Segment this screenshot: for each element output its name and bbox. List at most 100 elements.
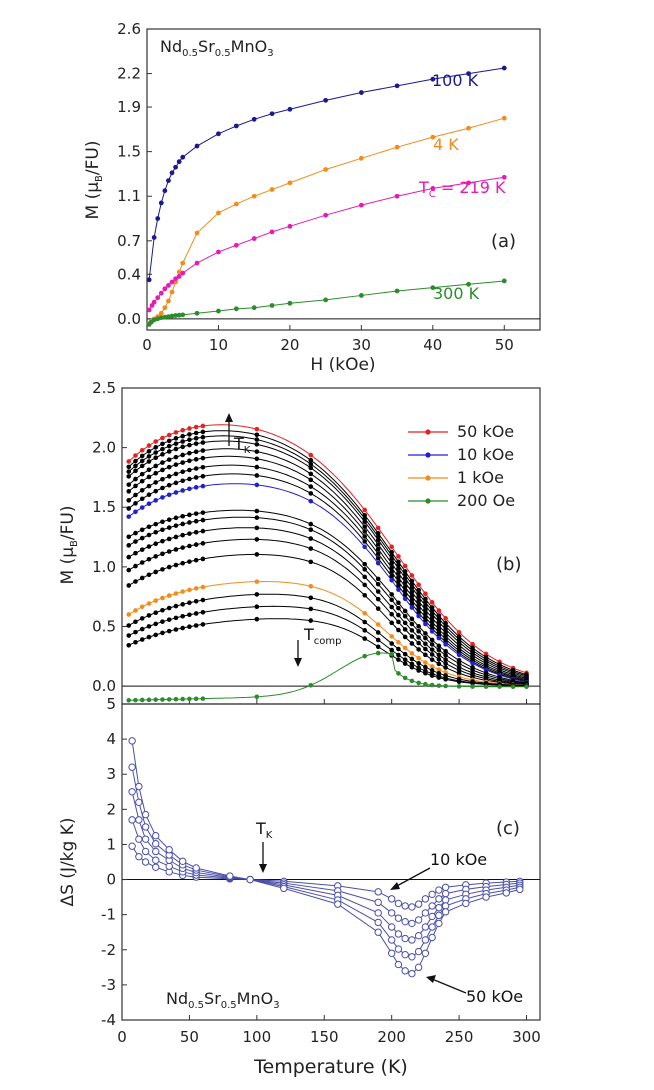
b-point	[416, 629, 421, 634]
c-xtick-label: 100	[243, 1028, 272, 1046]
b-point	[166, 564, 172, 570]
a-point	[394, 83, 400, 89]
panel-a-xlabel: H (kOe)	[310, 355, 375, 375]
b-point	[389, 573, 394, 579]
a-point	[162, 286, 168, 292]
b-point	[429, 611, 435, 617]
c-point	[387, 949, 396, 957]
c-point	[128, 763, 136, 771]
b-point	[193, 599, 199, 604]
b-point	[375, 560, 381, 566]
c-point	[408, 936, 416, 944]
b-point	[396, 579, 401, 584]
c-ytick-label: -2	[101, 941, 116, 959]
c-point	[374, 909, 382, 917]
b-point	[146, 454, 152, 459]
b-point	[166, 593, 172, 598]
b-point	[416, 606, 421, 612]
b-point	[126, 642, 132, 648]
c-xtick-label: 200	[377, 1028, 406, 1046]
b-point	[200, 622, 206, 627]
c-point	[408, 969, 416, 978]
b-point	[153, 529, 159, 535]
a-point	[216, 308, 221, 314]
b-point	[429, 664, 435, 669]
c-point	[414, 916, 423, 924]
b-point	[375, 525, 381, 531]
b-point	[180, 460, 185, 465]
c-point	[401, 967, 409, 975]
b-point	[187, 458, 192, 464]
b-point	[180, 696, 185, 702]
c-point	[135, 853, 143, 861]
b-point	[126, 474, 132, 479]
b-point	[146, 474, 152, 480]
c-point	[394, 914, 403, 922]
b-point	[133, 639, 138, 645]
b-point	[146, 572, 152, 578]
b-point	[200, 423, 206, 429]
b-point	[456, 652, 462, 658]
b-point	[362, 610, 368, 616]
c-point	[374, 928, 382, 936]
b-point	[193, 542, 199, 547]
a-point	[394, 144, 400, 150]
b-point	[429, 637, 435, 643]
b-point	[200, 455, 206, 461]
a-point	[287, 106, 293, 112]
b-point	[456, 657, 462, 663]
b-point	[187, 437, 192, 443]
b-point	[180, 439, 185, 444]
b-point	[133, 476, 138, 482]
panel-a-label: (a)	[491, 231, 516, 252]
b-point	[436, 667, 442, 672]
a-point	[287, 180, 293, 186]
b-point	[470, 684, 475, 689]
b-series-line	[128, 553, 527, 686]
b-point	[436, 626, 442, 632]
b-point	[436, 647, 442, 653]
b-point	[153, 463, 159, 469]
b-point	[187, 442, 192, 448]
b-point	[429, 629, 435, 634]
c-point	[226, 872, 234, 880]
b-point	[126, 506, 132, 511]
b-point	[133, 563, 138, 569]
a-point	[169, 170, 175, 176]
b-point	[423, 591, 428, 597]
a-point	[358, 202, 364, 208]
a-point	[176, 159, 182, 165]
a-point	[251, 116, 257, 122]
a-point	[166, 314, 171, 320]
panel-b: 0.0 0.5 1.0 1.5 2.0 2.5 50 kOe 10 kOe 1 kOe 200 …	[58, 379, 541, 705]
c-point	[152, 831, 160, 840]
b-point	[375, 622, 381, 627]
b-point	[362, 561, 368, 567]
c-point	[408, 919, 416, 928]
b-point	[308, 461, 314, 467]
b-point	[436, 675, 442, 680]
c-point	[401, 934, 409, 943]
a-ytick-label: 2.2	[117, 65, 141, 83]
b-point	[166, 457, 172, 462]
b-point	[146, 492, 152, 498]
b-point	[416, 594, 421, 600]
b-point	[133, 463, 138, 469]
c-point	[128, 737, 136, 745]
c-point	[128, 788, 136, 796]
b-point	[153, 445, 159, 450]
b-point	[254, 442, 260, 447]
b-point	[402, 645, 408, 651]
b-point	[153, 621, 159, 627]
b-point	[200, 440, 206, 445]
a-point	[233, 201, 239, 207]
a-point	[169, 279, 175, 285]
annotation-tk-c: TK	[255, 819, 273, 841]
b-point	[389, 592, 394, 597]
a-ytick-label: 1.1	[117, 187, 141, 205]
c-series-line	[131, 819, 520, 924]
a-point	[233, 242, 239, 248]
b-point	[423, 681, 428, 687]
b-point	[402, 575, 408, 581]
a-point	[269, 111, 275, 117]
